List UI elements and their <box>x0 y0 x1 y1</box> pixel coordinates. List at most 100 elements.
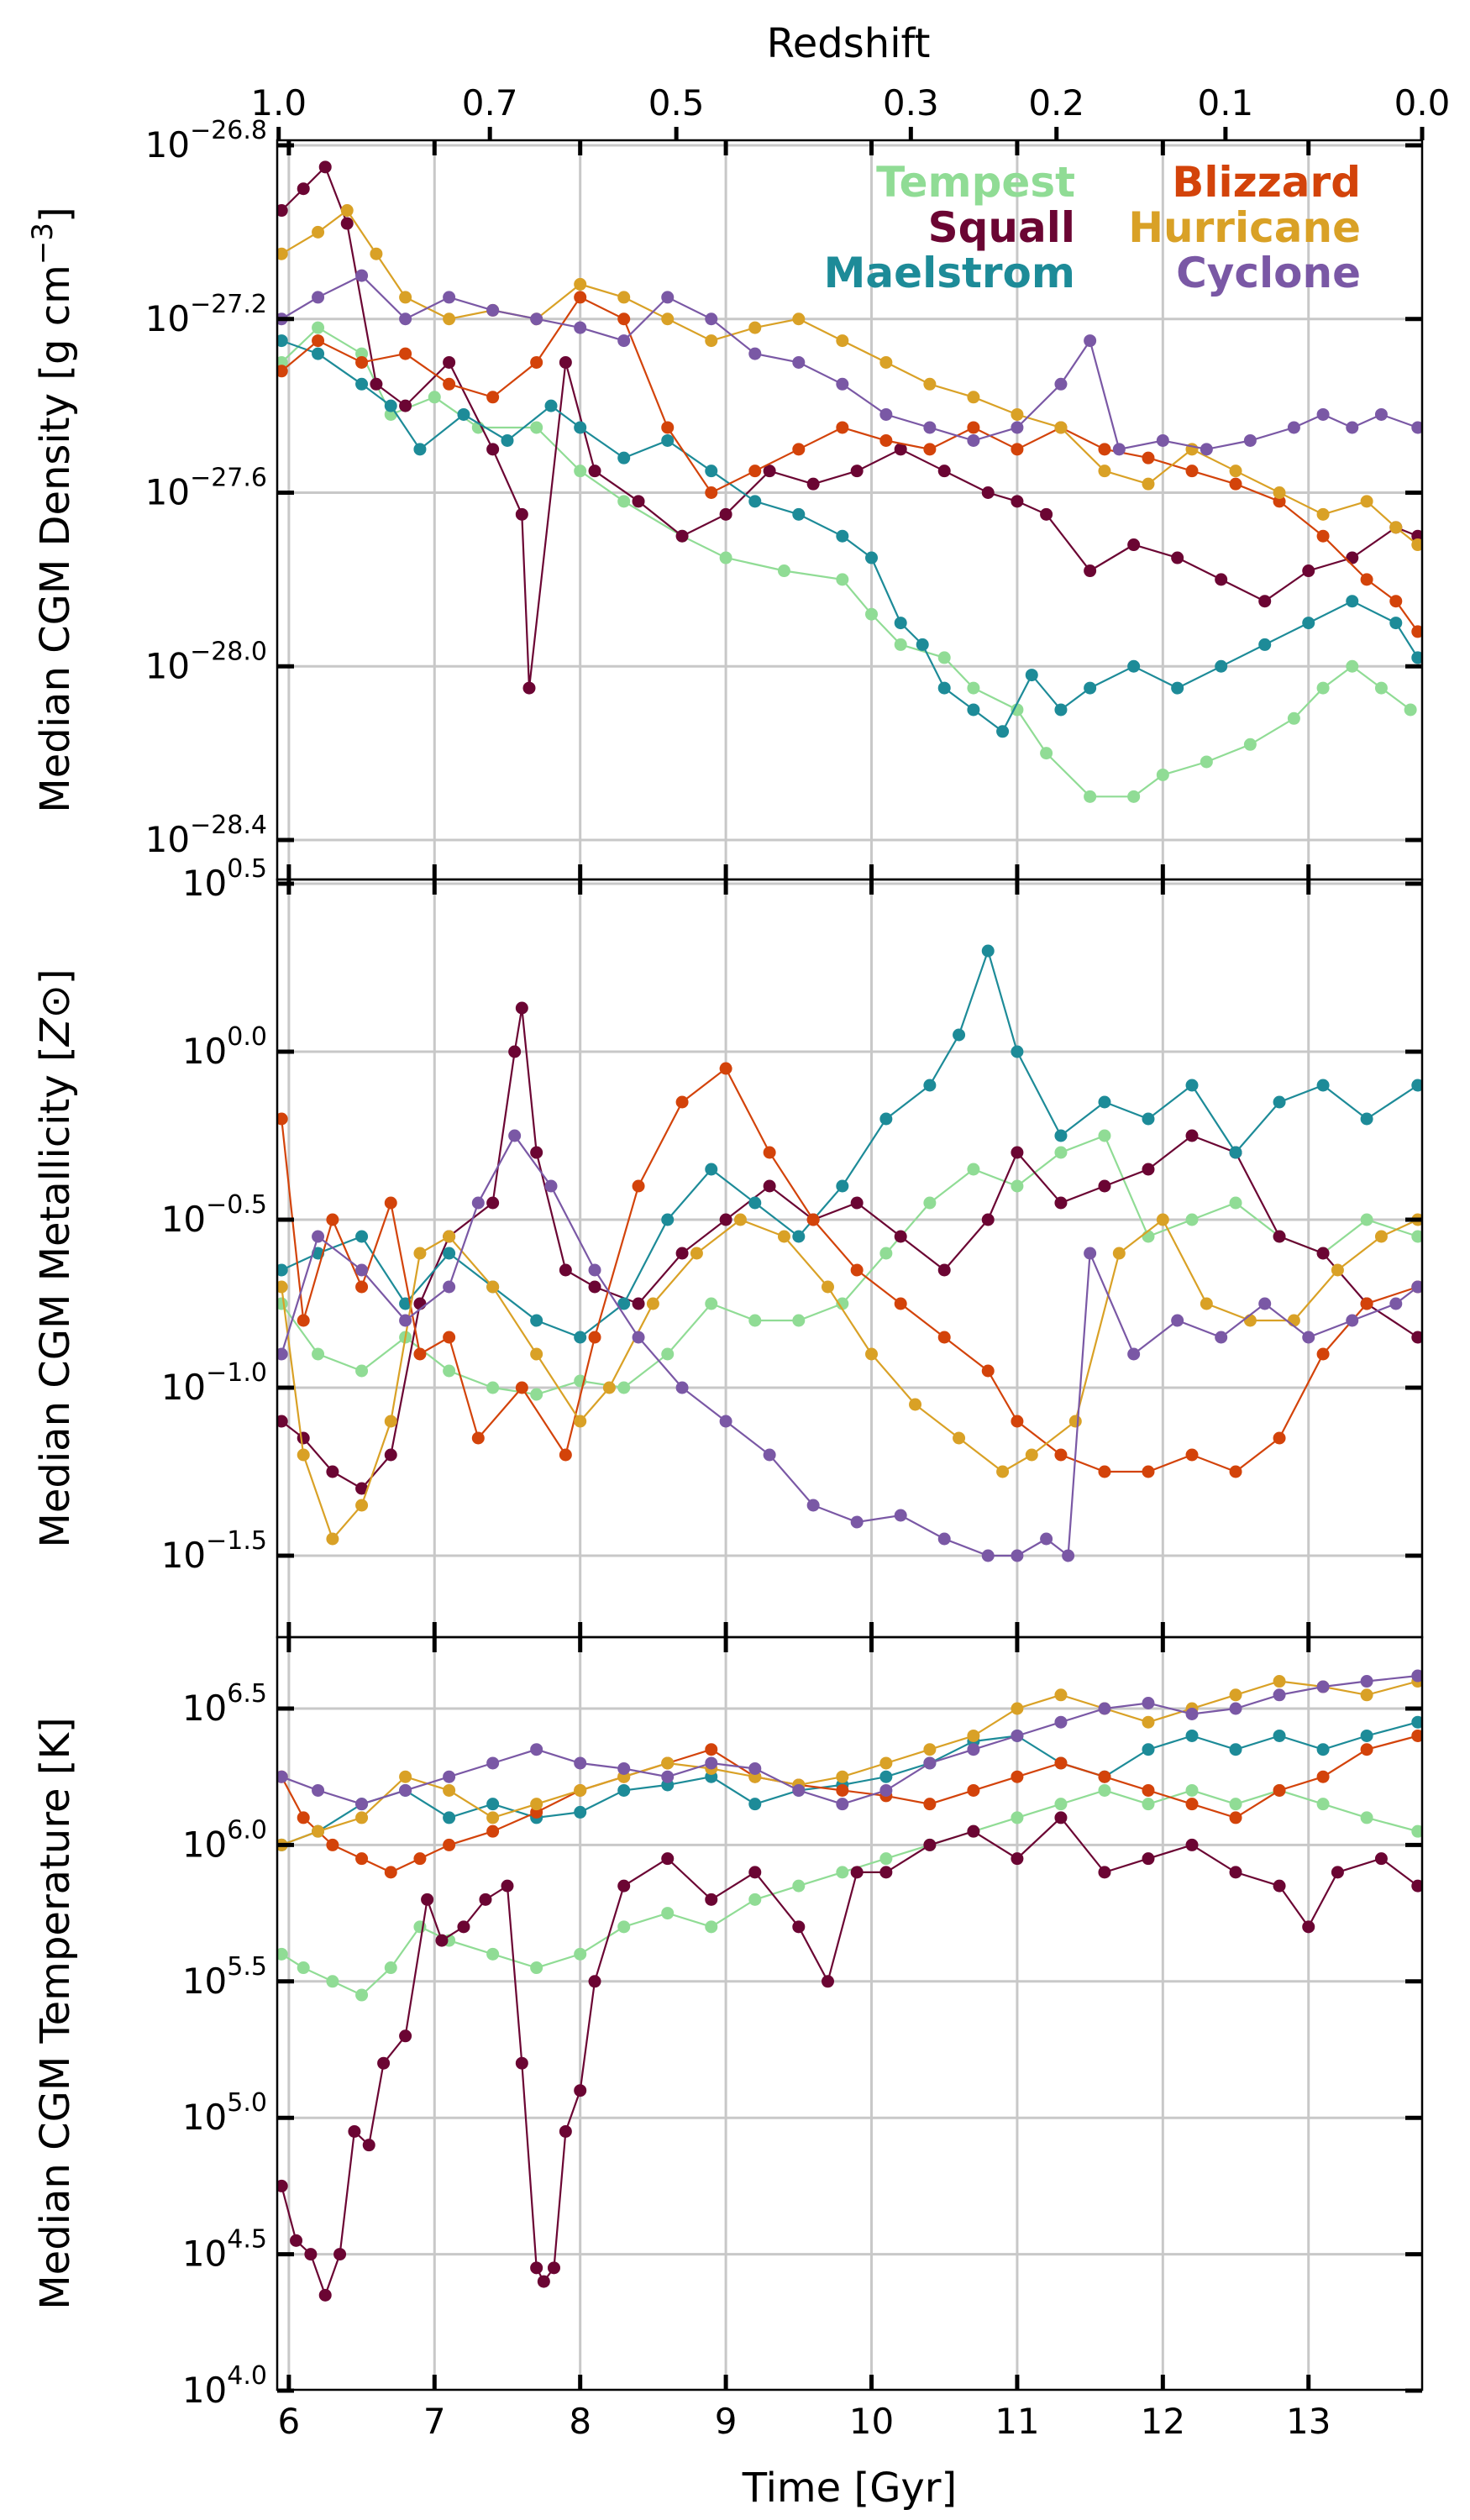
data-point <box>617 1297 631 1310</box>
series-squall-metallicity <box>277 1001 1422 1495</box>
data-point <box>879 1783 893 1797</box>
data-point <box>894 1297 907 1310</box>
y-tick-label: 10−28.0 <box>145 637 267 686</box>
data-point <box>916 638 929 651</box>
data-point <box>1229 1811 1242 1824</box>
data-point <box>792 443 806 456</box>
data-point <box>574 321 587 334</box>
data-point <box>661 1347 675 1361</box>
data-point <box>443 1783 456 1797</box>
data-point <box>1346 1314 1359 1327</box>
data-point <box>399 399 412 412</box>
data-point <box>1258 1297 1272 1310</box>
data-point <box>297 182 310 196</box>
data-point <box>384 1866 397 1879</box>
data-point <box>1287 1314 1300 1327</box>
data-point <box>326 1975 339 1988</box>
data-point <box>1360 1688 1373 1702</box>
data-point <box>277 1947 288 1961</box>
series-cyclone-metallicity <box>277 1129 1422 1562</box>
data-point <box>865 551 879 564</box>
redshift-tick-label: 0.5 <box>648 82 705 123</box>
data-point <box>530 1314 543 1327</box>
data-point <box>1411 1280 1422 1294</box>
panel-metallicity: 10−1.5 10−1.0 10−0.5 100.0 100.5 Median CGM M… <box>32 854 1424 1639</box>
data-point <box>530 2261 543 2275</box>
data-point <box>1360 573 1373 586</box>
data-point <box>967 681 980 695</box>
data-point <box>836 573 849 586</box>
data-point <box>661 1770 675 1783</box>
series-line <box>281 1721 1419 1846</box>
data-point <box>1374 1852 1388 1866</box>
data-point <box>763 1448 776 1462</box>
redshift-tick-label: 1.0 <box>250 82 307 123</box>
data-point <box>705 1297 718 1310</box>
data-point <box>1229 1743 1242 1756</box>
data-point <box>530 421 543 434</box>
y-tick-label: 104.0 <box>182 2361 267 2411</box>
data-point <box>1011 1852 1024 1866</box>
y-tick-label: 10−28.4 <box>145 811 267 860</box>
data-point <box>1243 1314 1257 1327</box>
plot-area-density <box>277 160 1422 803</box>
data-point <box>377 2056 391 2070</box>
data-point <box>588 1280 601 1294</box>
data-point <box>1098 1866 1111 1879</box>
x-tick-label: 6 <box>278 2401 301 2442</box>
data-point <box>1011 443 1024 456</box>
data-point <box>1273 1783 1286 1797</box>
data-point <box>355 1230 369 1243</box>
data-point <box>1054 1798 1068 1811</box>
data-point <box>1098 1095 1111 1109</box>
data-point <box>413 1347 427 1361</box>
series-line <box>281 1816 1419 2298</box>
data-point <box>748 1314 762 1327</box>
data-point <box>879 1112 893 1126</box>
data-point <box>1025 669 1038 682</box>
data-point <box>471 1196 485 1210</box>
data-point <box>508 1129 522 1142</box>
data-point <box>588 1263 601 1277</box>
data-point <box>297 1811 310 1824</box>
grid-density <box>277 140 1422 879</box>
plot-area-metallicity <box>277 944 1422 1562</box>
data-point <box>1411 1230 1422 1243</box>
series-hurricane-temperature <box>277 1675 1422 1851</box>
data-point <box>312 334 325 348</box>
data-point <box>879 1756 893 1770</box>
legend-entry-hurricane: Hurricane <box>1128 203 1361 252</box>
data-point <box>1054 1756 1068 1770</box>
data-point <box>705 1163 718 1176</box>
data-point <box>1127 538 1141 552</box>
data-point <box>277 365 288 378</box>
series-hurricane-density <box>277 204 1422 552</box>
x-axis-title: Time [Gyr] <box>742 2465 958 2512</box>
data-point <box>297 1431 310 1445</box>
data-point <box>836 1297 849 1310</box>
data-point <box>443 1364 456 1378</box>
data-point <box>1127 659 1141 673</box>
data-point <box>1011 407 1024 421</box>
data-point <box>1374 407 1388 421</box>
data-point <box>981 1364 995 1378</box>
data-point <box>1411 651 1422 664</box>
data-point <box>588 1975 601 1988</box>
data-point <box>1171 551 1184 564</box>
x-tick-label: 13 <box>1286 2401 1331 2442</box>
data-point <box>277 1347 288 1361</box>
data-point <box>850 1866 864 1879</box>
data-point <box>530 1388 543 1401</box>
series-blizzard-metallicity <box>277 1062 1422 1478</box>
data-point <box>1185 1783 1199 1797</box>
data-point <box>1185 1448 1199 1462</box>
data-point <box>421 1893 434 1906</box>
data-point <box>953 1431 966 1445</box>
data-point <box>574 421 587 434</box>
data-point <box>370 377 383 391</box>
data-point <box>1011 1415 1024 1428</box>
data-point <box>1316 1347 1330 1361</box>
data-point <box>355 1811 369 1824</box>
data-point <box>836 377 849 391</box>
series-line <box>281 948 1419 1339</box>
